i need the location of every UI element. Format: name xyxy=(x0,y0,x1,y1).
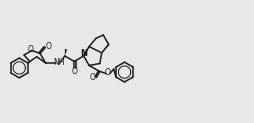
Text: O: O xyxy=(45,42,51,51)
Polygon shape xyxy=(83,47,89,56)
Polygon shape xyxy=(101,44,109,53)
Text: O: O xyxy=(89,73,95,82)
Text: O: O xyxy=(71,67,77,76)
Text: O: O xyxy=(28,45,34,54)
Text: O: O xyxy=(105,68,110,77)
Text: N: N xyxy=(80,49,87,58)
Text: NH: NH xyxy=(54,58,65,68)
Polygon shape xyxy=(65,49,67,56)
